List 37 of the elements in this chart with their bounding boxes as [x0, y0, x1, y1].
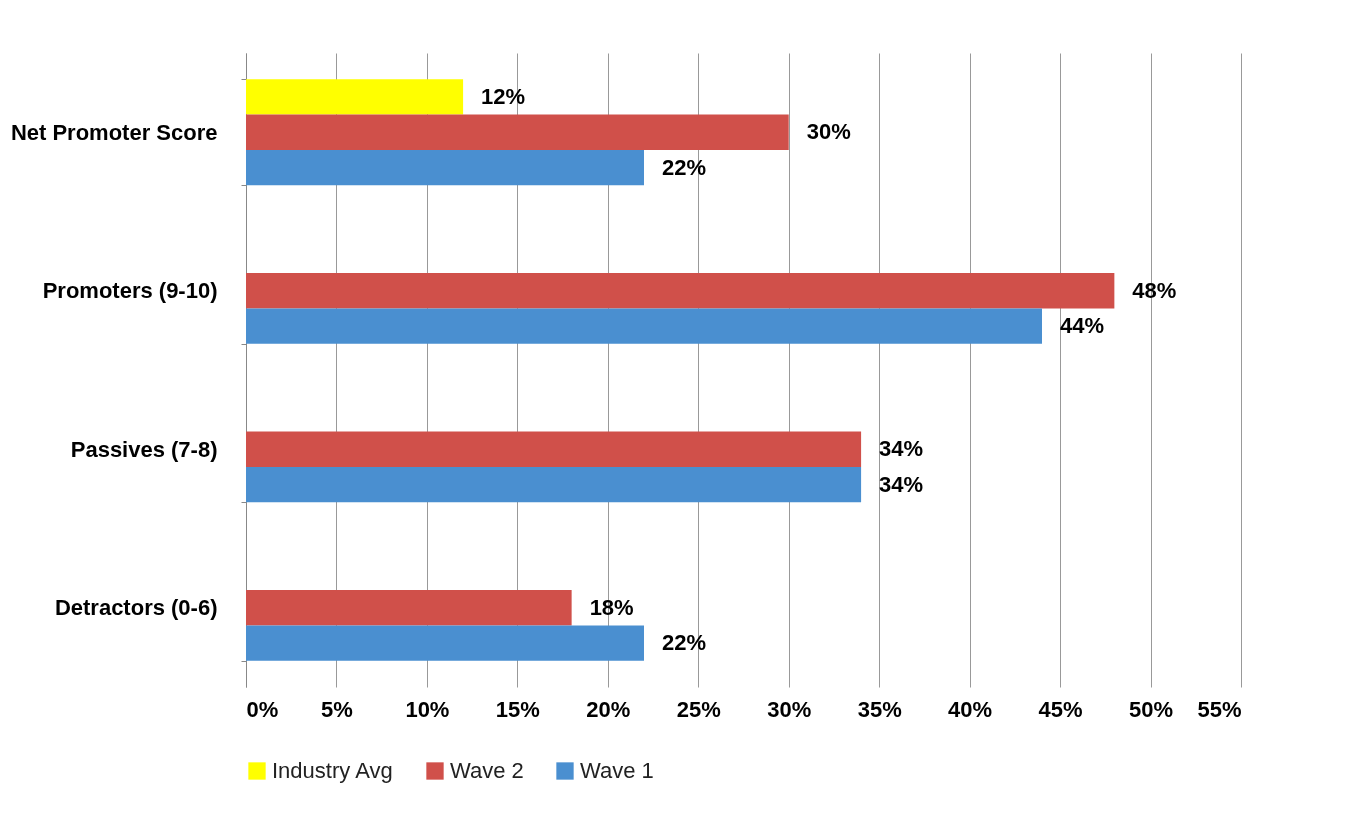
y-tick-label: Passives (7-8): [70, 436, 218, 462]
bar: [246, 625, 644, 661]
bar: [246, 149, 644, 186]
x-tick-label: 5%: [321, 696, 353, 722]
x-tick-label: 50%: [1129, 696, 1174, 722]
bar: [246, 114, 789, 150]
x-tick-label: 20%: [586, 696, 631, 722]
x-tick-label: 55%: [1197, 696, 1242, 722]
y-tick-label: Net Promoter Score: [10, 119, 218, 145]
legend-label: Wave 1: [580, 758, 654, 783]
bar: [246, 79, 464, 115]
x-tick-label: 40%: [948, 696, 993, 722]
data-label: 12%: [481, 83, 526, 109]
data-label: 22%: [662, 630, 707, 656]
legend-label: Industry Avg: [272, 758, 393, 783]
bar: [246, 466, 862, 503]
x-tick-label: 15%: [495, 696, 540, 722]
x-tick-label: 0%: [246, 696, 279, 722]
y-tick-label: Promoters (9-10): [42, 278, 218, 304]
x-tick-label: 45%: [1038, 696, 1083, 722]
x-tick-label: 10%: [405, 696, 450, 722]
data-label: 22%: [662, 154, 707, 180]
data-label: 44%: [1060, 313, 1105, 339]
bar: [246, 273, 1115, 309]
data-label: 34%: [879, 471, 924, 497]
data-label: 34%: [879, 436, 924, 462]
data-label: 18%: [589, 594, 634, 620]
y-tick-label: Detractors (0-6): [54, 595, 218, 621]
x-tick-label: 30%: [767, 696, 812, 722]
bar: [246, 308, 1042, 344]
x-tick-label: 25%: [676, 696, 721, 722]
data-label: 48%: [1132, 277, 1177, 303]
x-tick-label: 35%: [857, 696, 902, 722]
legend-label: Wave 2: [450, 758, 524, 783]
bar: [246, 431, 862, 467]
data-label: 30%: [806, 119, 851, 145]
bar: [246, 590, 572, 626]
